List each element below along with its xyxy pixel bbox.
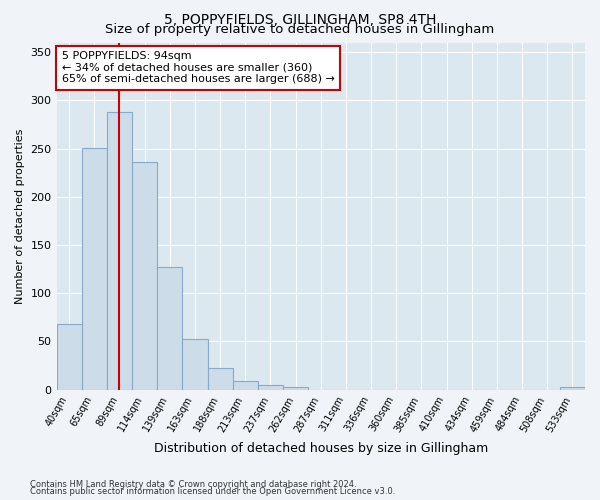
Bar [56, 324, 82, 390]
Bar [258, 385, 283, 390]
Text: 5, POPPYFIELDS, GILLINGHAM, SP8 4TH: 5, POPPYFIELDS, GILLINGHAM, SP8 4TH [164, 12, 436, 26]
Bar [283, 387, 308, 390]
Text: Size of property relative to detached houses in Gillingham: Size of property relative to detached ho… [106, 22, 494, 36]
Text: Contains public sector information licensed under the Open Government Licence v3: Contains public sector information licen… [30, 488, 395, 496]
Text: Contains HM Land Registry data © Crown copyright and database right 2024.: Contains HM Land Registry data © Crown c… [30, 480, 356, 489]
Bar [157, 267, 182, 390]
Bar [560, 387, 585, 390]
Bar [82, 148, 107, 390]
Bar [132, 162, 157, 390]
Bar [233, 381, 258, 390]
X-axis label: Distribution of detached houses by size in Gillingham: Distribution of detached houses by size … [154, 442, 488, 455]
Bar [182, 338, 208, 390]
Bar [208, 368, 233, 390]
Y-axis label: Number of detached properties: Number of detached properties [15, 128, 25, 304]
Text: 5 POPPYFIELDS: 94sqm
← 34% of detached houses are smaller (360)
65% of semi-deta: 5 POPPYFIELDS: 94sqm ← 34% of detached h… [62, 51, 335, 84]
Bar [107, 112, 132, 390]
